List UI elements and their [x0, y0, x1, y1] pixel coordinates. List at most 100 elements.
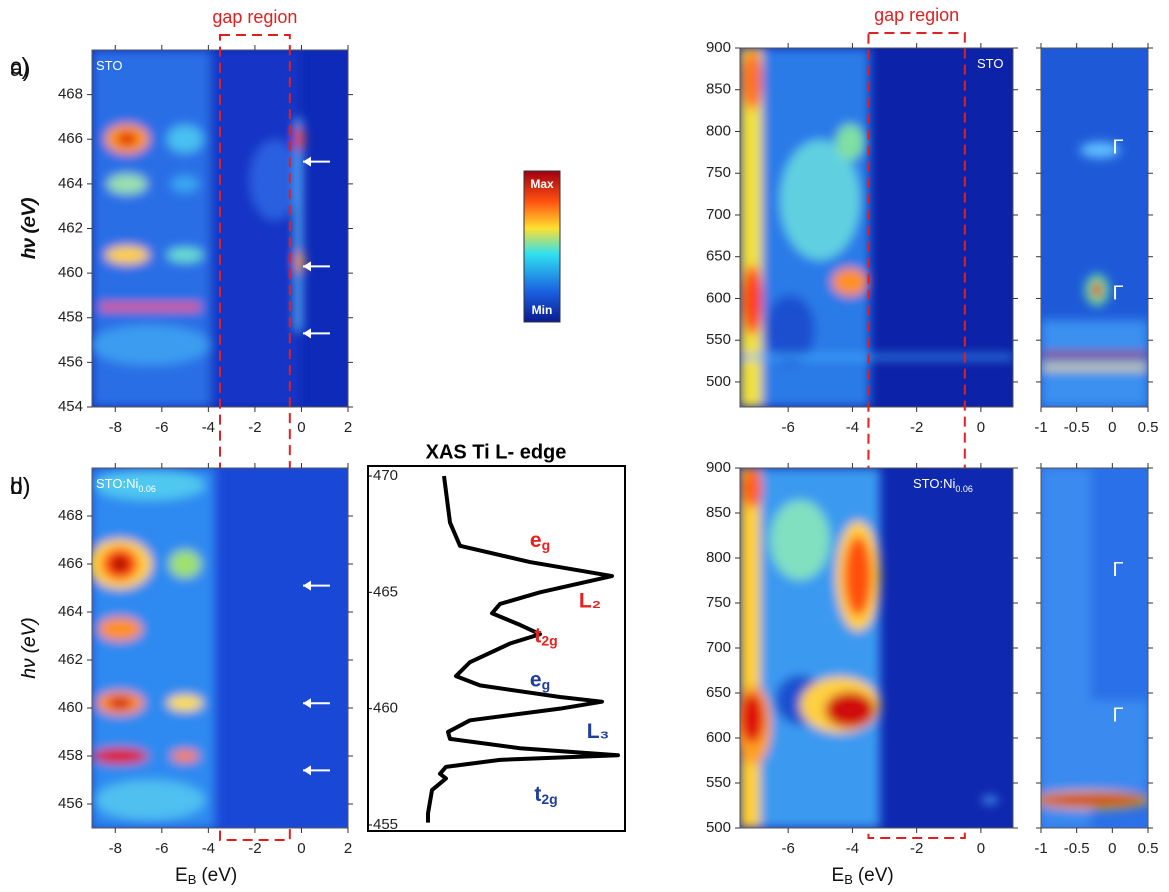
inset-label-main: STO — [96, 58, 123, 73]
colorbar-min-label: Min — [532, 303, 553, 317]
gap-region — [219, 34, 291, 841]
xas-curve — [426, 475, 620, 823]
xas-annotation-sub: 2g — [541, 632, 557, 648]
intensity-feature — [92, 325, 210, 365]
y-tick-label: 800 — [706, 549, 731, 566]
panel-label: b) — [10, 473, 30, 499]
y-tick-label: 550 — [706, 331, 731, 348]
intensity-feature — [297, 120, 302, 330]
x-axis-label-sub: B — [844, 872, 853, 887]
xas-annotation-main: L₂ — [579, 589, 601, 612]
heatmap-features — [1041, 468, 1148, 828]
plot-frame — [739, 47, 1014, 408]
x-axis-label-tail: (eV) — [858, 865, 894, 886]
inset-label: STO — [977, 56, 1004, 71]
y-tick-label: 458 — [58, 309, 83, 326]
y-tick-label: 468 — [58, 507, 83, 524]
inset-label-main: STO:Ni — [913, 476, 955, 491]
x-tick-label: 0 — [977, 840, 985, 857]
x-axis-label-main: E — [175, 865, 188, 886]
heatmap-features — [740, 468, 998, 828]
y-tick-label: 464 — [58, 175, 83, 192]
y-tick-label: 460 — [58, 699, 83, 716]
x-tick-label: -6 — [155, 840, 168, 857]
y-tick-label: 455 — [373, 816, 398, 833]
y-tick-label: 470 — [373, 467, 398, 484]
x-tick-label: 0 — [1108, 840, 1116, 857]
x-tick-label: 0 — [977, 419, 985, 436]
y-axis-label: hν (eV) — [19, 197, 40, 258]
xas-annotation-main: L₃ — [587, 719, 610, 742]
intensity-feature — [765, 295, 815, 365]
intensity-feature — [740, 693, 764, 743]
xas-annotation: t2g — [534, 782, 557, 806]
intensity-feature — [1080, 142, 1120, 158]
y-tick-label: 700 — [706, 639, 731, 656]
x-tick-label: 0 — [297, 840, 305, 857]
x-tick-label: -6 — [782, 840, 795, 857]
intensity-feature — [1041, 320, 1148, 407]
intensity-feature — [98, 617, 142, 641]
x-tick-label: 2 — [344, 419, 352, 436]
intensity-feature — [832, 268, 868, 296]
x-tick-label: -4 — [202, 419, 215, 436]
y-axis-label: hν (eV) — [19, 617, 40, 678]
intensity-feature — [171, 750, 199, 762]
y-tick-label: 600 — [706, 729, 731, 746]
x-tick-label: 0 — [1108, 419, 1116, 436]
intensity-feature — [296, 250, 304, 274]
arrow-head — [303, 698, 311, 709]
x-tick-label: -6 — [155, 419, 168, 436]
inset-label: STO — [96, 58, 123, 73]
x-tick-label: -4 — [202, 840, 215, 857]
arrow-head — [303, 261, 311, 272]
intensity-feature — [117, 132, 137, 146]
intensity-feature — [167, 248, 203, 262]
x-tick-label: -1 — [1034, 840, 1047, 857]
xas-annotation-main: e — [530, 668, 542, 691]
arrow-head — [303, 328, 311, 339]
inset-label: STO:Ni0.06 — [913, 476, 973, 494]
y-tick-label: 466 — [58, 555, 83, 572]
xas-title: XAS Ti L- edge — [426, 441, 567, 463]
gamma-marker: Γ — [1113, 705, 1124, 727]
xas-annotation-main: e — [530, 529, 542, 552]
colorbar — [523, 170, 561, 323]
intensity-feature — [210, 50, 300, 407]
y-tick-label: 500 — [706, 373, 731, 390]
x-tick-label: -4 — [846, 840, 859, 857]
intensity-feature — [95, 780, 205, 820]
y-tick-label: 468 — [58, 86, 83, 103]
y-tick-label: 550 — [706, 774, 731, 791]
x-tick-label: 0.5 — [1138, 419, 1159, 436]
x-tick-label: -2 — [248, 419, 261, 436]
y-tick-label: 750 — [706, 594, 731, 611]
intensity-feature — [169, 550, 201, 578]
inset-label-sub: 0.06 — [955, 484, 973, 494]
intensity-feature — [825, 692, 875, 728]
y-tick-label: 900 — [706, 39, 731, 56]
y-tick-label: 462 — [58, 219, 83, 236]
heatmap-image — [1041, 468, 1148, 828]
x-axis-label-tail: (eV) — [201, 865, 237, 886]
intensity-feature — [296, 127, 304, 151]
y-tick-label: 650 — [706, 248, 731, 265]
y-tick-label: 850 — [706, 504, 731, 521]
intensity-feature — [836, 124, 864, 160]
heatmap-image — [740, 468, 1013, 828]
x-axis-label-sub: B — [188, 872, 197, 887]
x-tick-label: -2 — [248, 840, 261, 857]
y-axis-label: hν (eV) — [19, 198, 40, 259]
y-tick-label: 600 — [706, 289, 731, 306]
heatmap-features — [1041, 142, 1148, 407]
gap-label: gap region — [874, 5, 959, 25]
x-tick-label: -2 — [910, 419, 923, 436]
intensity-feature — [105, 246, 149, 264]
intensity-feature — [742, 468, 762, 508]
intensity-feature — [844, 536, 872, 616]
y-tick-label: 750 — [706, 164, 731, 181]
x-tick-label: 2 — [344, 840, 352, 857]
x-tick-label: -4 — [846, 419, 859, 436]
xas-annotation-sub: g — [542, 676, 551, 692]
